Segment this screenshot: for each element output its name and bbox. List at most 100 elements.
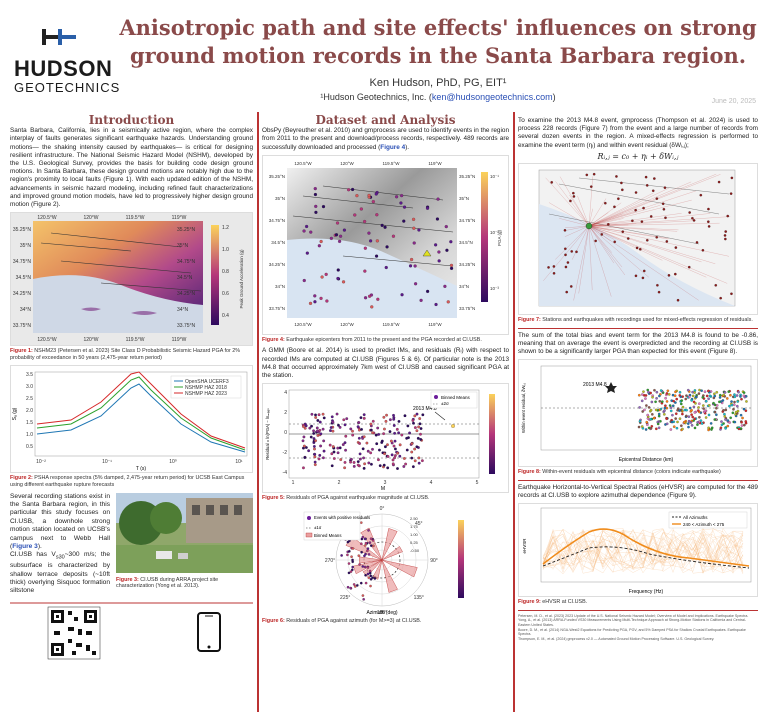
fig8-residual-point [659,389,663,393]
fig8-residual-point [726,419,730,423]
fig8-residual-point [645,404,648,408]
fig5-residual-point [418,417,422,421]
fig4-epicenter [376,297,380,301]
fig5-residual-point [391,458,395,462]
fig4-epicenter [434,302,438,306]
fig4-epicenter [445,248,449,252]
fig5-residual-point [303,456,307,460]
fig4-epicenter [336,268,340,272]
figure-8-within-event: 2013 M4.8 Epicentral Distance (km) Withi… [518,359,758,468]
results-paragraph-2: The sum of the total bias and event term… [518,327,758,357]
fig8-residual-point [646,388,650,392]
fig5-residual-point [383,445,387,449]
fig7-station [701,249,705,252]
heading-dataset: Dataset and Analysis [315,113,456,127]
fig1-lat-tick: 33.75°N [13,323,32,329]
fig5-residual-point [328,443,332,447]
fig4-lat-tick: 34.25°N [269,262,285,267]
fig1-colorbar-tick: 0.4 [222,313,229,319]
fig9-record-curve [542,528,744,571]
fig7-station [589,185,593,189]
fig8-residual-point [642,390,645,394]
fig8-residual-point [694,396,698,399]
fig7-station [621,230,625,234]
fig5-residual-point [330,452,334,456]
fig5-residual-point [321,412,325,416]
fig7-path-line [577,195,590,227]
fig5-residual-point [338,426,342,429]
fig5-residual-point [412,422,415,425]
fig5-residual-point [314,439,317,443]
fig5-residual-point [318,429,322,432]
fig8-residual-point [674,401,677,405]
fig5-residual-point [367,461,371,465]
fig8-residual-point [678,409,681,413]
poster-title: Anisotropic path and site effects' influ… [119,15,757,68]
fig4-lon-tick: 119°W [428,161,442,166]
fig5-residual-point [383,427,386,431]
fig8-residual-point [645,421,649,424]
fig8-residual-point [638,406,641,409]
fig2-y-tick: 2.0 [26,408,33,414]
fig6-positive-residual-point [371,538,375,542]
fig5-residual-point [370,463,373,466]
fig6-positive-residual-point [364,543,367,547]
qr-code-icon[interactable] [47,606,101,659]
fig5-residual-point [358,442,361,446]
fig8-residual-point [672,425,676,429]
fig8-residual-point [685,394,688,398]
figure-8-caption-text: Within-event residuals with epicentral d… [542,469,721,476]
fig8-residual-point [704,400,708,403]
fig7-station [699,193,703,197]
fig7-path-line [578,225,590,294]
fig6-binned-mean-wedge [381,559,418,578]
results-paragraph-3: Earthquake Horizontal-to-Vertical Spectr… [518,479,758,500]
fig5-residual-point [393,432,397,435]
fig5-residual-point [302,466,305,470]
fig7-path-line [588,174,717,227]
email-link[interactable]: ken@hudsongeotechnics.com [431,92,553,102]
fig8-residual-point [686,422,690,426]
figure-7-map [518,163,758,316]
fig7-station [634,208,637,212]
fig7-path-line [555,181,590,227]
fig2-y-tick: 1.0 [26,432,33,438]
fig7-path-line [588,205,661,227]
fig7-path-line [548,202,590,227]
fig5-residual-point [307,449,311,453]
fig8-residual-point [651,413,654,416]
fig8-residual-point [646,423,649,427]
fig4-epicenter [412,241,416,245]
fig5-residual-point [332,457,336,461]
fig4-epicenter [317,243,321,248]
fig8-residual-point [719,426,723,430]
fig5-residual-point [398,443,402,447]
fig5-residual-point [330,464,334,468]
fig8-residual-point [653,389,656,392]
column-results: To examine the 2013 M4.8 event, gmproces… [518,112,758,712]
figure-4-caption-label: Figure 4: [262,336,285,343]
fig7-path-line [588,225,702,263]
fig1-lat-tick: 35.25°N [13,227,32,233]
fig5-residual-point [415,445,419,449]
fig1-colorbar-tick: 0.6 [222,291,229,297]
fig7-station [687,265,691,269]
fig5-residual-point [369,422,373,426]
fig6-positive-residual-point [358,563,361,566]
fig1-lat-tick: 34.75°N [177,259,196,265]
fig5-residual-point [349,460,352,464]
fig7-station [661,202,665,206]
fig8-residual-point [637,394,641,397]
fig4-epicenter [395,195,399,199]
fig1-lon-tick: 120.5°W [37,215,57,221]
fig7-station [674,272,677,276]
fig4-epicenter [385,245,389,249]
fig5-residual-point [413,459,417,463]
fig8-residual-point [727,390,731,394]
fig4-epicenter [436,197,440,201]
fig7-station [634,191,638,194]
fig5-residual-point [366,450,370,453]
fig9-record-curve [542,529,744,571]
figure-7-stations-map [538,169,736,307]
fig9-record-curve [542,529,744,574]
